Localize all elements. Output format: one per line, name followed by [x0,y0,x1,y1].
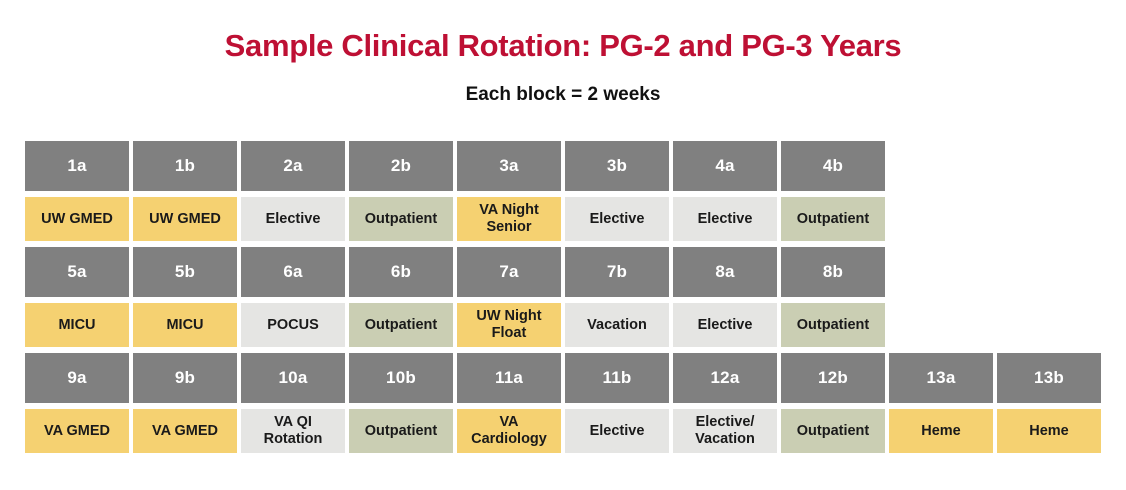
rotation-cell-8a: Elective [673,303,777,347]
block-header-12b: 12b [781,353,885,403]
rotation-cell-9a: VA GMED [25,409,129,453]
block-header-5a: 5a [25,247,129,297]
rotation-cell-11b: Elective [565,409,669,453]
block-header-11b: 11b [565,353,669,403]
block-header-3b: 3b [565,141,669,191]
block-header-4a: 4a [673,141,777,191]
rotation-cell-3b: Elective [565,197,669,241]
rotation-cell-8b: Outpatient [781,303,885,347]
block-header-13a: 13a [889,353,993,403]
block-header-10a: 10a [241,353,345,403]
block-header-10b: 10b [349,353,453,403]
rotation-cell-7a: UW Night Float [457,303,561,347]
rotation-grid: 1a UW GMED 1b UW GMED 2a Elective 2b Outpatient… [0,141,1126,453]
block-header-2b: 2b [349,141,453,191]
block-header-1a: 1a [25,141,129,191]
block-header-3a: 3a [457,141,561,191]
rotation-cell-1b: UW GMED [133,197,237,241]
rotation-cell-10b: Outpatient [349,409,453,453]
block-header-9a: 9a [25,353,129,403]
rotation-cell-2b: Outpatient [349,197,453,241]
block-header-8b: 8b [781,247,885,297]
block-header-12a: 12a [673,353,777,403]
rotation-cell-2a: Elective [241,197,345,241]
rotation-cell-4a: Elective [673,197,777,241]
rotation-cell-7b: Vacation [565,303,669,347]
rotation-cell-6b: Outpatient [349,303,453,347]
block-header-7b: 7b [565,247,669,297]
block-header-9b: 9b [133,353,237,403]
block-header-6a: 6a [241,247,345,297]
rotation-cell-13b: Heme [997,409,1101,453]
block-header-2a: 2a [241,141,345,191]
rotation-cell-11a: VA Cardiology [457,409,561,453]
rotation-cell-1a: UW GMED [25,197,129,241]
rotation-cell-12b: Outpatient [781,409,885,453]
rotation-cell-9b: VA GMED [133,409,237,453]
block-header-8a: 8a [673,247,777,297]
block-header-5b: 5b [133,247,237,297]
rotation-cell-10a: VA QI Rotation [241,409,345,453]
rotation-cell-12a: Elective/​Vacation [673,409,777,453]
block-header-1b: 1b [133,141,237,191]
rotation-cell-4b: Outpatient [781,197,885,241]
rotation-cell-3a: VA Night Senior [457,197,561,241]
block-header-13b: 13b [997,353,1101,403]
page-title: Sample Clinical Rotation: PG-2 and PG-3 … [224,28,902,63]
rotation-cell-5b: MICU [133,303,237,347]
subtitle: Each block = 2 weeks [465,84,661,105]
block-header-11a: 11a [457,353,561,403]
rotation-cell-6a: POCUS [241,303,345,347]
rotation-cell-13a: Heme [889,409,993,453]
block-header-6b: 6b [349,247,453,297]
block-header-4b: 4b [781,141,885,191]
block-header-7a: 7a [457,247,561,297]
rotation-cell-5a: MICU [25,303,129,347]
